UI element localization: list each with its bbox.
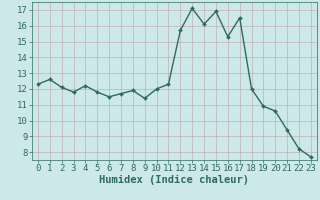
- X-axis label: Humidex (Indice chaleur): Humidex (Indice chaleur): [100, 175, 249, 185]
